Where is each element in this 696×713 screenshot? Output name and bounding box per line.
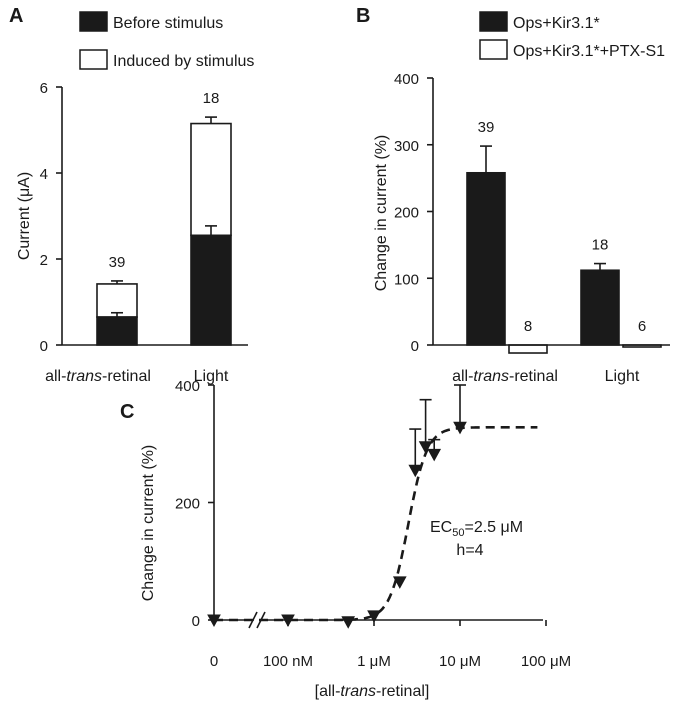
panel-a-letter: A — [9, 5, 23, 27]
panel-c-point-1 — [207, 614, 221, 628]
n-label-ops-1: 39 — [478, 119, 495, 136]
bar-ptx-1 — [508, 344, 548, 354]
panel-b-y-tick-label: 300 — [394, 138, 419, 155]
n-label-ptx-2: 6 — [638, 318, 646, 335]
panel-a-y-tick-label: 0 — [40, 338, 48, 355]
panel-c-x-tick-label: 100 μM — [521, 653, 571, 670]
legend-label-ops: Ops+Kir3.1* — [513, 15, 600, 32]
panel-c-hill-annotation: h=4 — [456, 542, 483, 559]
n-label-ops-2: 18 — [592, 237, 609, 254]
panel-c-x-tick-label: 0 — [210, 653, 218, 670]
panel-c-ec50-annotation: EC50=2.5 μM — [430, 519, 523, 539]
panel-b-y-axis-label: Change in current (%) — [373, 135, 390, 292]
panel-c-y-axis-label: Change in current (%) — [140, 445, 157, 602]
panel-b-y-tick-label: 200 — [394, 205, 419, 222]
panel-c-point-2 — [281, 614, 295, 628]
n-label-2: 18 — [203, 90, 220, 107]
panel-a-y-axis-label: Current (μA) — [16, 172, 33, 260]
bar-before-1 — [96, 316, 138, 346]
n-label-1: 39 — [109, 254, 126, 271]
panel-c-x-tick-label: 10 μM — [439, 653, 481, 670]
panel-c-x-tick-label: 100 nM — [263, 653, 313, 670]
panel-c-point-8 — [427, 448, 442, 462]
panel-c-point-9 — [453, 421, 467, 435]
panel-b-letter: B — [356, 5, 370, 27]
panel-b-y-tick-label: 0 — [411, 338, 419, 355]
bar-before-2 — [190, 234, 232, 346]
legend-label-ptx: Ops+Kir3.1*+PTX-S1 — [513, 43, 665, 60]
legend-swatch-ptx — [479, 39, 508, 60]
bar-induced-2 — [190, 122, 232, 237]
panel-c-x-ticks: 0 100 nM 1 μM 10 μM 100 μM — [210, 620, 571, 670]
panel-b: B Ops+Kir3.1* Ops+Kir3.1*+PTX-S1 Change … — [356, 5, 670, 385]
n-label-ptx-1: 8 — [524, 318, 532, 335]
panel-a-y-tick-label: 2 — [40, 252, 48, 269]
panel-c-y-ticks: 0 200 400 — [175, 378, 214, 630]
panel-a-category-2: Light — [194, 368, 229, 385]
bar-ops-2 — [580, 269, 620, 346]
legend-swatch-ops — [479, 11, 508, 32]
panel-c-point-3 — [341, 616, 356, 629]
panel-c-x-tick-label: 1 μM — [357, 653, 391, 670]
panel-b-category-2: Light — [605, 368, 640, 385]
panel-b-y-ticks: 0 100 200 300 400 — [394, 71, 433, 355]
legend-label-induced: Induced by stimulus — [113, 53, 254, 70]
panel-a-category-1: all-trans-retinal — [45, 368, 151, 385]
panel-c-y-tick-label: 0 — [192, 613, 200, 630]
legend-swatch-before — [79, 11, 108, 32]
panel-a-y-tick-label: 6 — [40, 80, 48, 97]
panel-a-y-ticks: 0 2 4 6 — [40, 80, 62, 355]
panel-b-legend: Ops+Kir3.1* Ops+Kir3.1*+PTX-S1 — [479, 11, 665, 60]
panel-b-bars: 39 8 18 6 — [466, 119, 662, 354]
panel-c-point-7 — [418, 441, 433, 454]
panel-b-category-1: all-trans-retinal — [452, 368, 558, 385]
bar-ops-1 — [466, 171, 506, 346]
panel-a-bars: 39 18 — [96, 90, 232, 346]
panel-c-letter: C — [120, 401, 134, 423]
panel-c: C Change in current (%) 0 200 400 0 100 nM 1… — [120, 378, 571, 700]
panel-c-y-tick-label: 400 — [175, 378, 200, 395]
panel-b-y-tick-label: 100 — [394, 271, 419, 288]
bar-induced-1 — [96, 283, 138, 318]
panel-c-point-6 — [408, 464, 423, 478]
panel-c-x-axis-label: [all-trans-retinal] — [315, 683, 430, 700]
panel-c-points — [207, 384, 467, 629]
panel-c-point-4 — [367, 610, 381, 623]
panel-a: A Before stimulus Induced by stimulus Cu… — [9, 5, 254, 385]
panel-a-legend: Before stimulus Induced by stimulus — [79, 11, 254, 70]
legend-swatch-induced — [79, 49, 108, 70]
panel-c-y-tick-label: 200 — [175, 496, 200, 513]
panel-a-y-tick-label: 4 — [40, 166, 48, 183]
panel-c-fit-curve — [214, 426, 538, 622]
legend-label-before: Before stimulus — [113, 15, 223, 32]
panel-b-y-tick-label: 400 — [394, 71, 419, 88]
panel-c-point-5 — [392, 576, 407, 589]
